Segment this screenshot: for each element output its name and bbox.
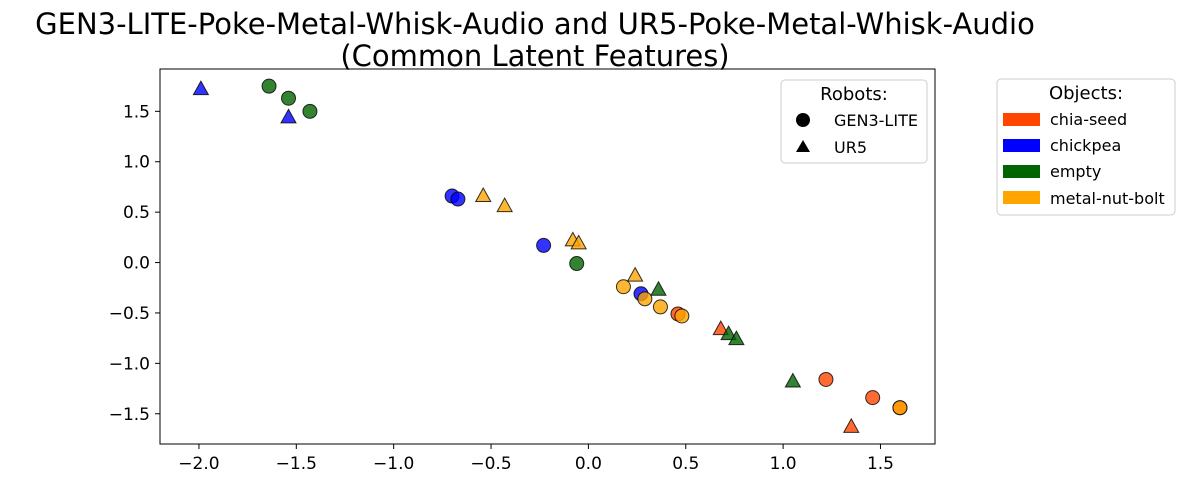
objects-legend-box	[996, 78, 1176, 216]
scatter-point-ur5-chia-seed	[842, 417, 860, 433]
x-tick-label: −1.5	[276, 454, 317, 474]
legend-label-metal-nut-bolt: metal-nut-bolt	[1050, 189, 1165, 208]
legend-circle-marker	[796, 113, 810, 127]
legend-swatch-metal-nut-bolt	[1003, 191, 1040, 204]
legend-label-chia-seed: chia-seed	[1050, 110, 1127, 129]
data-points	[192, 78, 908, 433]
legend-label-ur5: UR5	[834, 138, 867, 157]
x-tick-label: 0.5	[672, 454, 699, 474]
y-tick-label: 1.0	[123, 153, 150, 173]
scatter-point-ur5-chickpea	[192, 80, 210, 96]
scatter-point-gen3-lite-chickpea	[450, 191, 466, 207]
scatter-point-gen3-lite-empty	[261, 78, 277, 94]
axis-ticks: −2.0 −1.5 −1.0 −0.5 0.0 0.5 1.0 1.5 1.5 1.0 0.5 0.0…	[109, 102, 894, 474]
legend-swatch-chickpea	[1003, 139, 1040, 152]
y-tick-label: −1.5	[109, 405, 150, 425]
legend-label-empty: empty	[1050, 162, 1101, 181]
x-tick-label: −1.0	[373, 454, 414, 474]
y-tick-label: 1.5	[123, 102, 150, 122]
legend-swatch-empty	[1003, 165, 1040, 178]
x-tick-label: −2.0	[178, 454, 219, 474]
legend-triangle-marker	[796, 140, 810, 152]
y-tick-label: 0.5	[123, 203, 150, 223]
scatter-point-ur5-empty	[720, 325, 737, 341]
scatter-point-gen3-lite-empty	[569, 256, 585, 272]
scatter-point-gen3-lite-metal-nut-bolt	[637, 291, 653, 307]
scatter-point-gen3-lite-chickpea	[536, 237, 552, 253]
scatter-point-gen3-lite-metal-nut-bolt	[615, 279, 631, 295]
x-tick-label: 1.0	[770, 454, 797, 474]
scatter-point-gen3-lite-empty	[302, 103, 318, 119]
scatter-point-gen3-lite-metal-nut-bolt	[652, 299, 668, 315]
x-tick-label: −0.5	[470, 454, 511, 474]
scatter-point-ur5-chia-seed	[712, 320, 730, 336]
objects-legend-title: Objects:	[1049, 83, 1123, 104]
scatter-point-ur5-empty	[650, 280, 667, 296]
robots-legend: Robots: GEN3-LITE UR5	[780, 79, 928, 164]
y-tick-label: −0.5	[109, 304, 150, 324]
scatter-point-ur5-metal-nut-bolt	[474, 186, 492, 203]
legend-label-gen3-lite: GEN3-LITE	[834, 111, 918, 130]
chart-title-line-2: (Common Latent Features)	[340, 39, 729, 73]
objects-legend: Objects: chia-seed chickpea empty metal-…	[996, 78, 1176, 216]
scatter-point-ur5-metal-nut-bolt	[570, 234, 588, 250]
scatter-point-gen3-lite-metal-nut-bolt	[892, 400, 908, 416]
scatter-point-gen3-lite-empty	[281, 90, 297, 106]
y-tick-label: 0.0	[123, 254, 150, 274]
legend-swatch-chia-seed	[1003, 113, 1040, 126]
scatter-point-gen3-lite-chia-seed	[818, 371, 834, 387]
scatter-point-ur5-chickpea	[280, 108, 297, 124]
scatter-point-ur5-empty	[728, 330, 745, 346]
chart-title-line-1: GEN3-LITE-Poke-Metal-Whisk-Audio and UR5…	[35, 7, 1035, 41]
x-tick-label: 1.5	[867, 454, 894, 474]
y-tick-label: −1.0	[109, 354, 150, 374]
x-tick-label: 0.0	[575, 454, 602, 474]
scatter-point-gen3-lite-metal-nut-bolt	[674, 308, 690, 324]
scatter-point-gen3-lite-chia-seed	[865, 390, 881, 406]
plot-frame	[159, 68, 936, 445]
legend-label-chickpea: chickpea	[1050, 136, 1121, 155]
scatter-point-ur5-metal-nut-bolt	[626, 266, 644, 282]
scatter-point-ur5-empty	[784, 372, 802, 388]
scatter-point-ur5-metal-nut-bolt	[496, 197, 514, 213]
robots-legend-title: Robots:	[820, 84, 888, 105]
robots-legend-box	[780, 79, 928, 164]
